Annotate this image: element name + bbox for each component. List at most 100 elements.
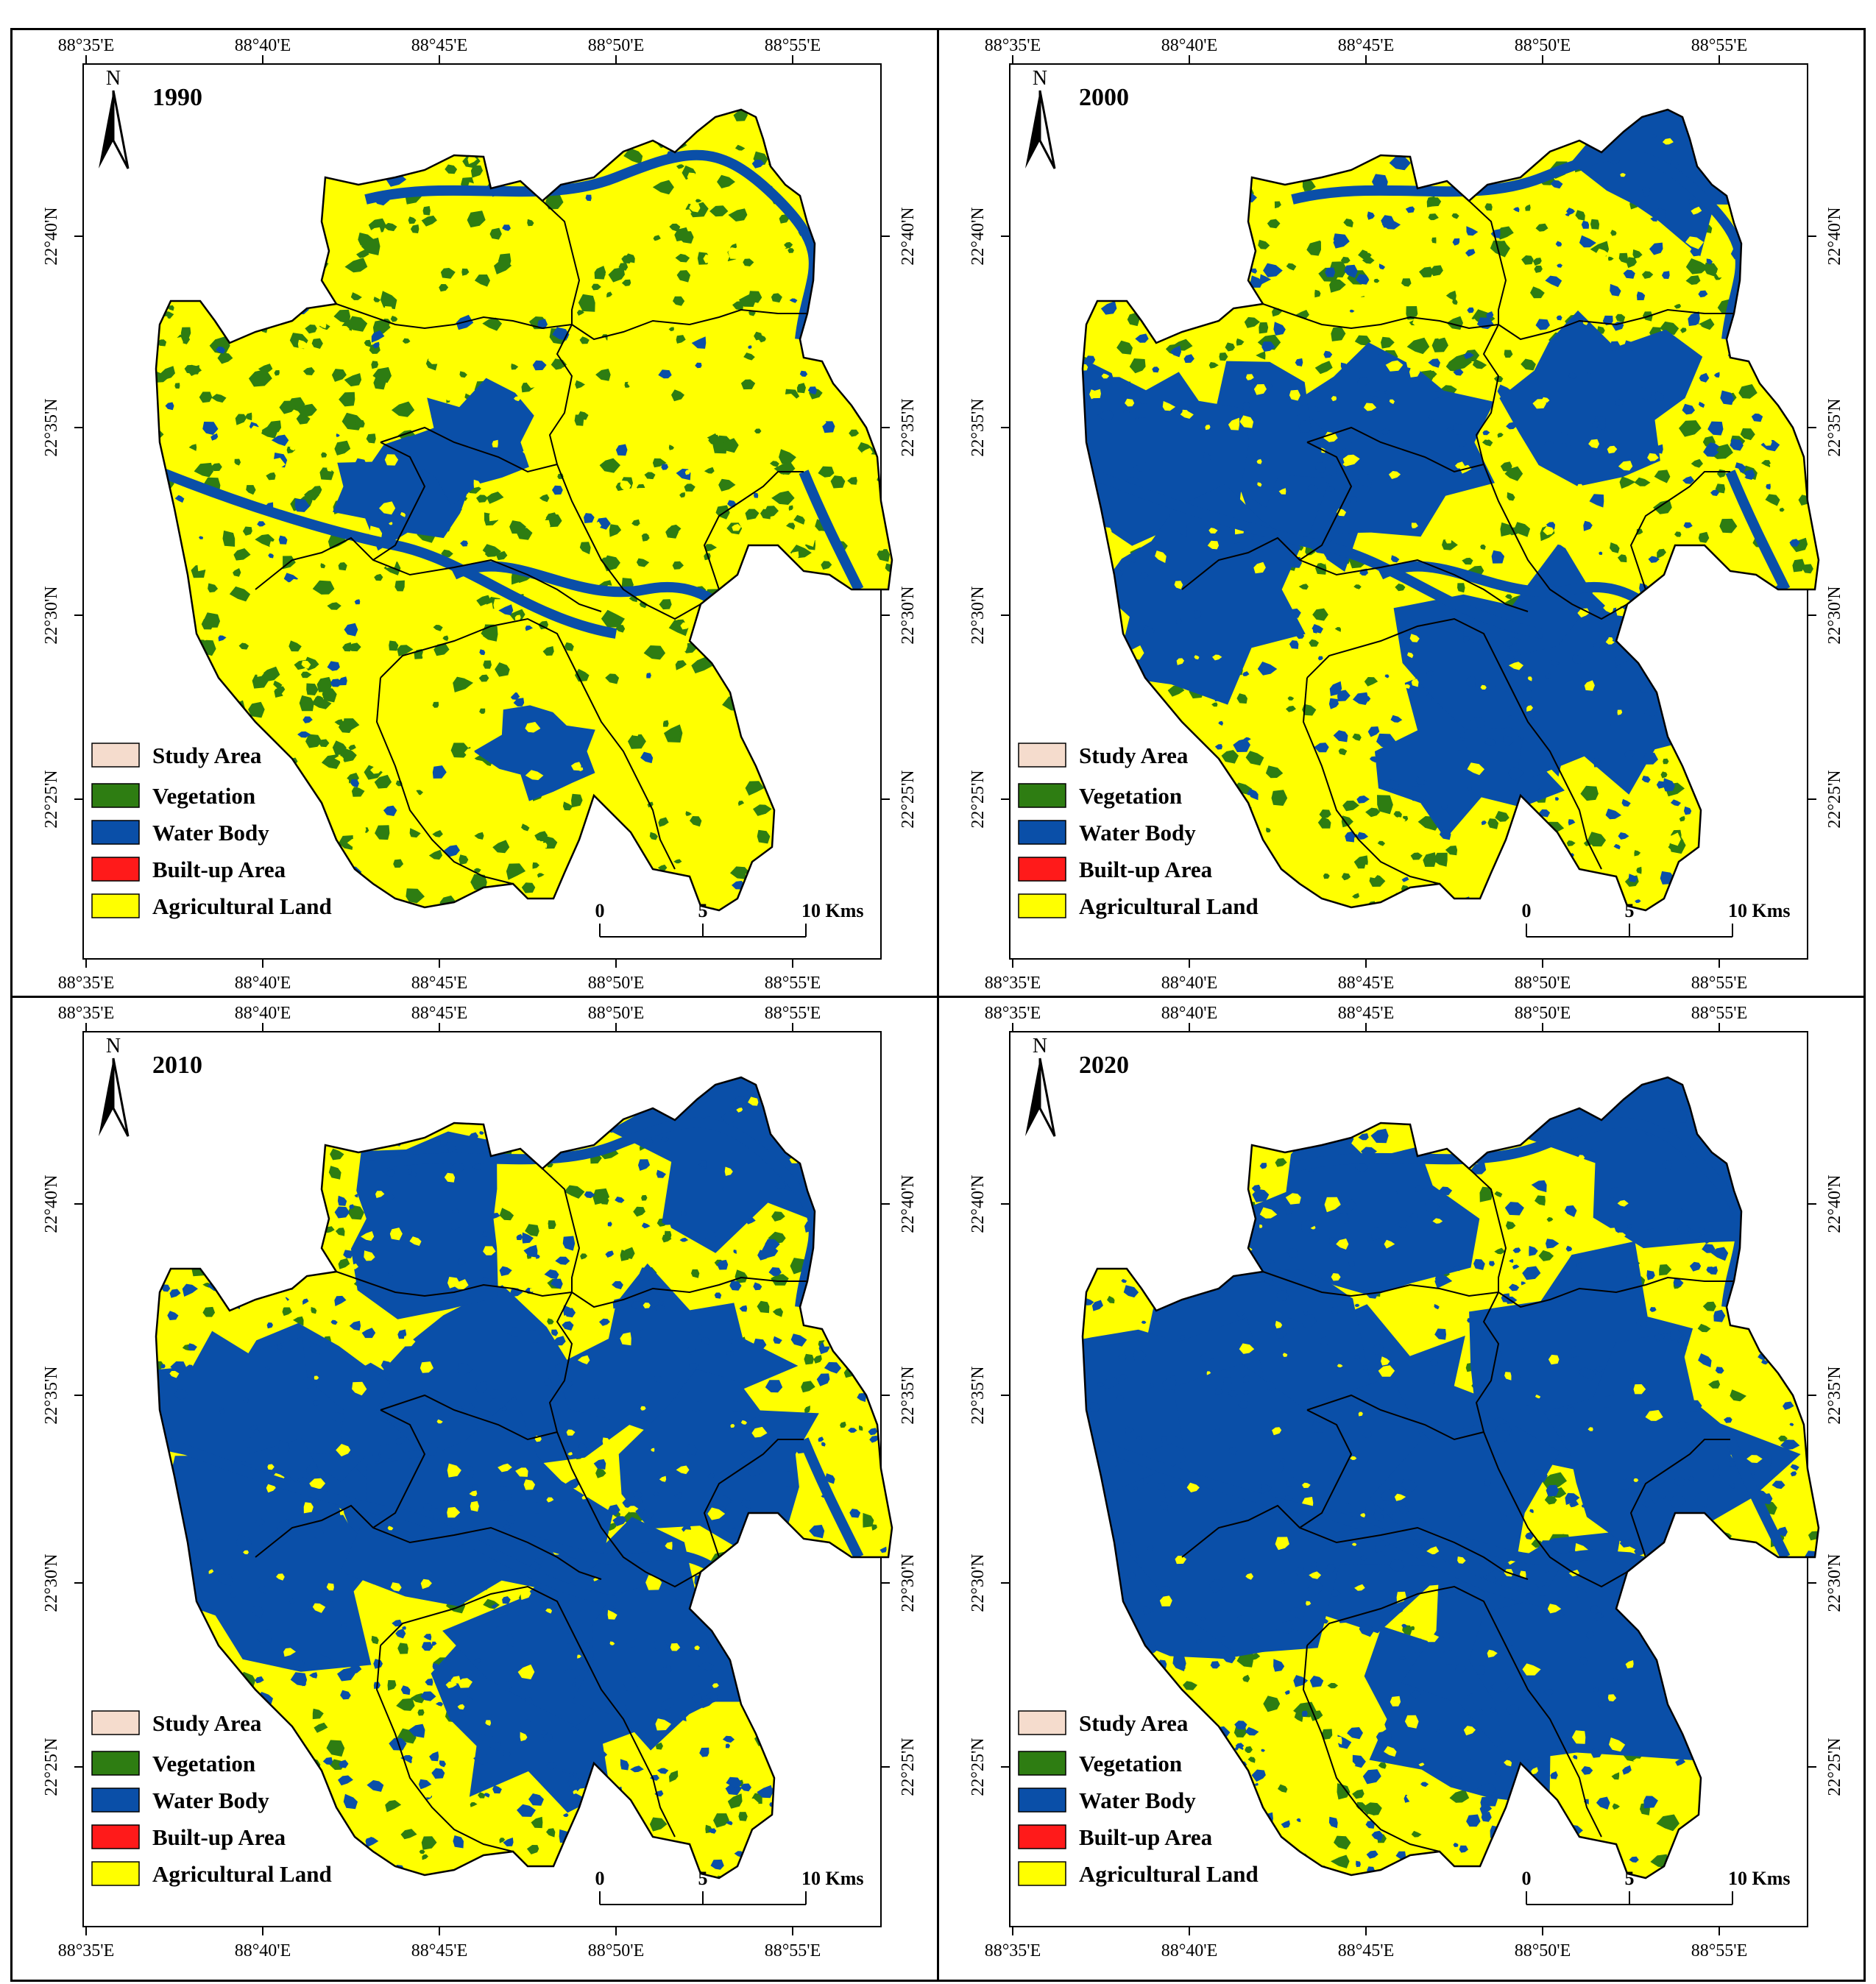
block-boundary-1 xyxy=(1498,308,1734,341)
lat-label-left-0: 22°40'N xyxy=(42,207,61,265)
scale-tick-0: 0 xyxy=(595,900,605,921)
north-label: N xyxy=(106,1035,121,1057)
map-panel-2000: 88°35'E 88°35'E 88°40'E 88°40'E 88°45'E 88°45… xyxy=(937,28,1866,1014)
legend: Study Area Vegetation Water Body Built-up A… xyxy=(1018,1710,1259,1887)
legend-label-4: Agricultural Land xyxy=(1079,1861,1259,1887)
block-boundary-2 xyxy=(1468,1168,1507,1292)
legend-swatch-4 xyxy=(1018,1861,1066,1886)
lon-label-top-1: 88°40'E xyxy=(1161,1004,1218,1023)
block-boundary-7 xyxy=(375,1645,514,1852)
scale-tick-0: 0 xyxy=(1522,900,1532,921)
block-boundary-5 xyxy=(703,1439,804,1558)
scale-tick-1: 5 xyxy=(1625,900,1635,921)
north-arrow-icon xyxy=(1025,90,1056,169)
lon-label-top-4: 88°55'E xyxy=(1691,1004,1748,1023)
north-arrow-icon xyxy=(99,90,130,169)
land-cover-layer xyxy=(156,1077,892,1878)
scale-tick-2: 10 Kms xyxy=(801,900,864,921)
lat-label-right-0: 22°40'N xyxy=(899,207,918,265)
scale-tick-2: 10 Kms xyxy=(801,1868,864,1889)
legend-swatch-1 xyxy=(91,783,140,808)
legend-swatch-2 xyxy=(1018,1788,1066,1813)
block-boundary-9 xyxy=(1306,1394,1484,1441)
legend-label-3: Built-up Area xyxy=(1079,1824,1213,1850)
legend-label-0: Study Area xyxy=(152,743,262,768)
lat-label-right-0: 22°40'N xyxy=(1825,207,1844,265)
lon-label-bottom-3: 88°50'E xyxy=(588,974,645,993)
block-boundary-8 xyxy=(372,1409,426,1528)
block-boundary-9 xyxy=(380,426,558,473)
lat-label-right-2: 22°30'N xyxy=(899,586,918,644)
lon-label-bottom-4: 88°55'E xyxy=(1691,974,1748,993)
legend-swatch-2 xyxy=(91,1788,140,1813)
lon-label-top-0: 88°35'E xyxy=(58,1004,115,1023)
scale-tick-0: 0 xyxy=(595,1868,605,1889)
legend-label-2: Water Body xyxy=(1079,820,1196,846)
legend-label-0: Study Area xyxy=(152,1710,262,1736)
lon-label-bottom-2: 88°45'E xyxy=(411,974,468,993)
legend-swatch-2 xyxy=(91,820,140,845)
block-boundary-0 xyxy=(336,1271,573,1297)
lon-label-bottom-2: 88°45'E xyxy=(1338,1941,1395,1960)
lon-label-top-0: 88°35'E xyxy=(985,36,1041,55)
year-label: 1990 xyxy=(152,84,202,111)
lon-label-bottom-0: 88°35'E xyxy=(985,974,1041,993)
lon-label-bottom-0: 88°35'E xyxy=(985,1941,1041,1960)
lat-label-right-0: 22°40'N xyxy=(1825,1175,1844,1233)
lat-label-left-2: 22°30'N xyxy=(42,1553,61,1612)
lon-label-bottom-2: 88°45'E xyxy=(411,1941,468,1960)
lat-label-left-3: 22°25'N xyxy=(969,770,988,828)
map-panel-2020: 88°35'E 88°35'E 88°40'E 88°40'E 88°45'E 88°45… xyxy=(937,996,1866,1982)
legend-swatch-1 xyxy=(1018,1751,1066,1776)
map-canvas-2000: 88°35'E 88°35'E 88°40'E 88°40'E 88°45'E 88°45… xyxy=(969,36,1844,993)
scale-tick-1: 5 xyxy=(698,900,708,921)
legend-swatch-0 xyxy=(91,743,140,768)
lon-label-bottom-1: 88°40'E xyxy=(1161,1941,1218,1960)
lon-label-top-4: 88°55'E xyxy=(765,36,821,55)
block-boundary-6 xyxy=(380,1585,676,1838)
legend-label-0: Study Area xyxy=(1079,743,1189,768)
legend-label-2: Water Body xyxy=(1079,1788,1196,1813)
block-boundary-3 xyxy=(548,324,701,620)
legend-label-1: Vegetation xyxy=(152,783,255,809)
lat-label-right-3: 22°25'N xyxy=(899,1737,918,1796)
lon-label-top-4: 88°55'E xyxy=(1691,36,1748,55)
north-arrow-icon xyxy=(99,1057,130,1137)
lon-label-top-0: 88°35'E xyxy=(985,1004,1041,1023)
block-boundary-4 xyxy=(255,1504,602,1580)
lat-label-left-3: 22°25'N xyxy=(42,770,61,828)
lon-label-bottom-2: 88°45'E xyxy=(1338,974,1395,993)
lon-label-bottom-0: 88°35'E xyxy=(58,974,115,993)
block-boundary-4 xyxy=(1181,536,1529,612)
legend-swatch-4 xyxy=(1018,893,1066,918)
block-boundary-6 xyxy=(380,617,676,870)
legend-swatch-3 xyxy=(1018,857,1066,882)
lat-label-right-3: 22°25'N xyxy=(1825,1737,1844,1796)
legend: Study Area Vegetation Water Body Built-up A… xyxy=(91,743,332,919)
legend-swatch-3 xyxy=(1018,1824,1066,1849)
lon-label-top-3: 88°50'E xyxy=(1515,36,1571,55)
block-boundary-1 xyxy=(1498,1276,1734,1308)
scale-tick-0: 0 xyxy=(1522,1868,1532,1889)
lon-label-top-1: 88°40'E xyxy=(1161,36,1218,55)
lon-label-top-3: 88°50'E xyxy=(588,1004,645,1023)
lon-label-bottom-1: 88°40'E xyxy=(235,974,291,993)
north-arrow-icon xyxy=(1025,1057,1056,1137)
block-boundary-8 xyxy=(1299,442,1353,561)
north-label: N xyxy=(1033,1035,1047,1057)
block-boundary-2 xyxy=(542,200,581,325)
legend-label-1: Vegetation xyxy=(152,1751,255,1776)
legend-swatch-0 xyxy=(1018,743,1066,768)
lon-label-bottom-3: 88°50'E xyxy=(1515,974,1571,993)
legend-label-1: Vegetation xyxy=(1079,783,1182,809)
legend-swatch-4 xyxy=(91,1861,140,1886)
block-boundary-0 xyxy=(1262,1271,1499,1297)
block-boundary-1 xyxy=(571,308,807,341)
lat-label-right-3: 22°25'N xyxy=(1825,770,1844,828)
map-canvas-2020: 88°35'E 88°35'E 88°40'E 88°40'E 88°45'E 88°45… xyxy=(969,1004,1844,1960)
block-boundary-7 xyxy=(375,677,514,885)
scale-tick-1: 5 xyxy=(1625,1868,1635,1889)
lat-label-left-1: 22°35'N xyxy=(42,398,61,456)
lat-label-left-0: 22°40'N xyxy=(969,207,988,265)
legend-label-4: Agricultural Land xyxy=(152,1861,332,1887)
